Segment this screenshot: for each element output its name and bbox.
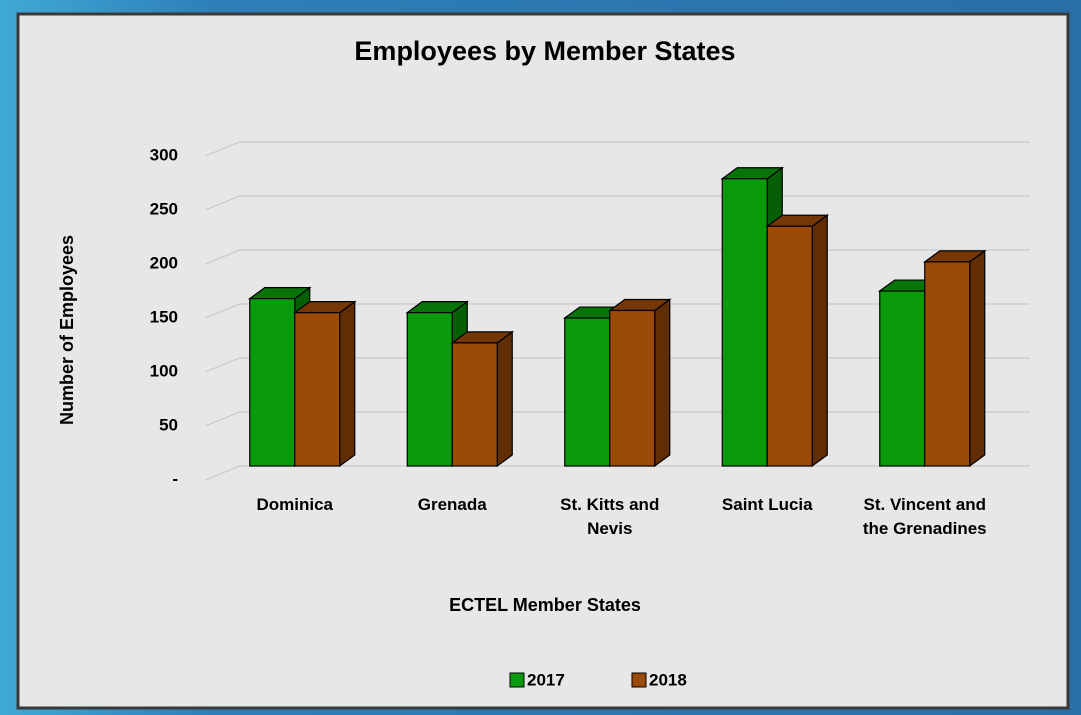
y-tick-label: 200 [150,253,178,272]
x-tick-label: St. Kitts and Nevis [560,495,660,538]
legend-label: 2017 [527,670,565,689]
y-tick-label: 150 [150,307,178,326]
x-tick-label: St. Vincent and the Grenadines [862,495,987,538]
bar [249,298,296,467]
bar [609,309,656,467]
x-tick-label: Dominica [256,495,334,514]
x-axis-title: ECTEL Member States [449,595,641,615]
bar [924,261,971,467]
bar-side [654,298,671,468]
y-tick-label: 100 [150,361,178,380]
bar-side [969,249,986,468]
bar-side [339,300,356,468]
grid-line [204,141,1030,157]
y-axis-title: Number of Employees [57,235,77,425]
bar [721,178,768,467]
bar [564,317,611,467]
bar [451,342,498,467]
legend-label: 2018 [649,670,687,689]
y-tick-label: - [172,469,178,488]
bar-side [496,330,513,468]
legend-swatch [631,672,647,688]
y-tick-label: 250 [150,199,178,218]
x-tick-label: Saint Lucia [721,495,813,514]
bar [406,312,453,467]
bar-side [811,214,828,468]
bar [766,225,813,467]
x-tick-label: Grenada [417,495,487,514]
y-tick-label: 50 [159,415,178,434]
y-tick-label: 300 [150,145,178,164]
chart-title: Employees by Member States [354,36,735,66]
bar [879,290,926,467]
bar [294,312,341,467]
legend-swatch [509,672,525,688]
